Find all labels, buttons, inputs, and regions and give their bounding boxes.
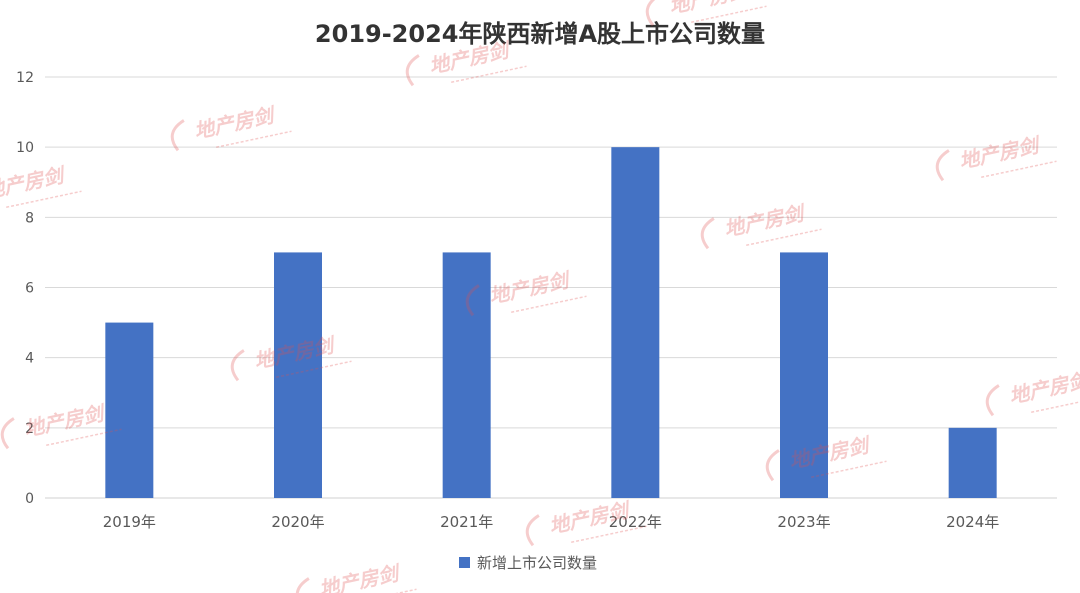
bar xyxy=(274,252,322,498)
y-tick-label: 4 xyxy=(25,351,34,367)
bar xyxy=(780,252,828,498)
legend-swatch xyxy=(459,557,470,568)
bar xyxy=(611,147,660,498)
y-tick-label: 2 xyxy=(25,421,34,437)
y-tick-label: 12 xyxy=(16,70,34,86)
y-axis-tick-labels: 0 2 4 6 8 10 12 xyxy=(16,70,34,507)
x-tick-label: 2022年 xyxy=(609,513,662,531)
chart-title: 2019-2024年陕西新增A股上市公司数量 xyxy=(315,20,765,48)
watermark-stamp: 地产房剑 xyxy=(985,367,1080,417)
y-tick-label: 8 xyxy=(25,210,34,226)
watermark-stamp: 地产房剑 xyxy=(295,560,417,593)
bar xyxy=(105,322,154,498)
y-tick-label: 10 xyxy=(16,140,34,156)
x-tick-label: 2024年 xyxy=(946,513,999,531)
svg-text:地产房剑: 地产房剑 xyxy=(667,0,754,18)
legend-label: 新增上市公司数量 xyxy=(477,554,597,572)
y-tick-label: 0 xyxy=(25,491,34,507)
bar xyxy=(442,252,491,498)
bar xyxy=(948,427,997,498)
x-tick-label: 2021年 xyxy=(440,513,493,531)
x-axis-tick-labels: 2019年 2020年 2021年 2022年 2023年 2024年 xyxy=(103,513,1000,531)
svg-text:地产房剑: 地产房剑 xyxy=(317,560,404,593)
grid-lines xyxy=(45,76,1057,499)
watermark-stamp: 地产房剑 xyxy=(700,200,822,250)
x-tick-label: 2019年 xyxy=(103,513,156,531)
legend: 新增上市公司数量 xyxy=(459,554,597,572)
watermark-stamp: 地产房剑 xyxy=(0,400,122,450)
watermark-stamp: 地产房剑 xyxy=(935,132,1057,182)
x-tick-label: 2023年 xyxy=(777,513,830,531)
svg-text:地产房剑: 地产房剑 xyxy=(0,162,69,203)
svg-text:地产房剑: 地产房剑 xyxy=(1007,367,1080,408)
bars xyxy=(105,147,997,498)
y-tick-label: 6 xyxy=(25,281,34,297)
watermark-stamp: 地产房剑 xyxy=(645,0,767,27)
watermark-stamp: 地产房剑 xyxy=(0,162,82,209)
x-tick-label: 2020年 xyxy=(271,513,324,531)
